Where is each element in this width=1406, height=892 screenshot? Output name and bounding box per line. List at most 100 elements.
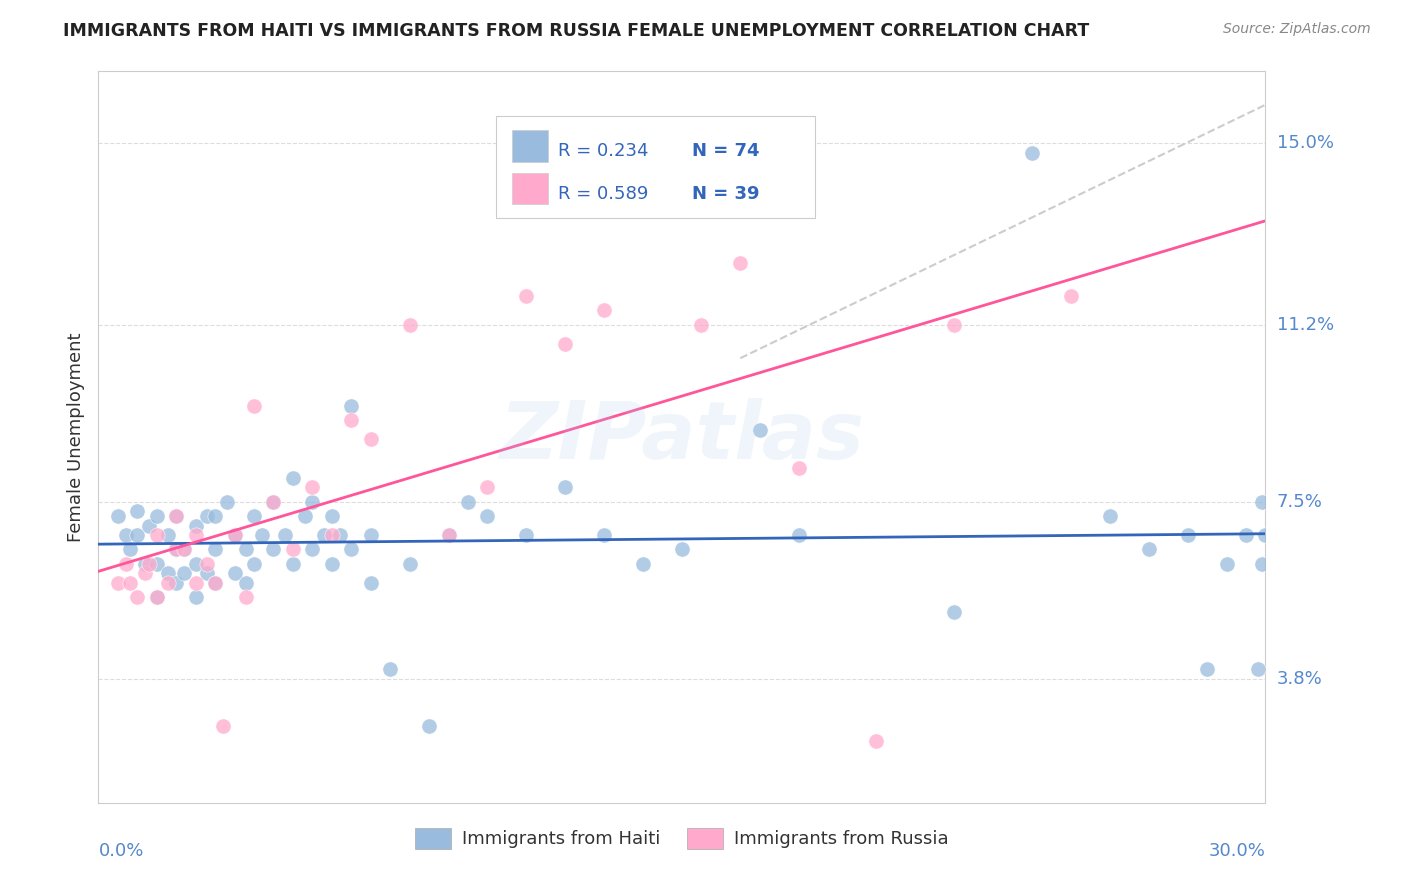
Point	[184, 591, 207, 605]
Point	[118, 575, 141, 590]
Point	[250, 528, 273, 542]
Point	[138, 518, 160, 533]
Point	[418, 719, 440, 733]
Point	[173, 566, 195, 581]
Point	[157, 566, 180, 581]
Point	[312, 528, 335, 542]
Point	[107, 508, 129, 523]
Point	[204, 575, 226, 590]
Point	[184, 518, 207, 533]
Point	[1246, 662, 1268, 676]
Point	[243, 508, 266, 523]
Point	[157, 575, 180, 590]
Point	[360, 575, 382, 590]
Point	[593, 528, 616, 542]
Point	[340, 413, 363, 427]
Point	[165, 508, 187, 523]
Point	[748, 423, 770, 437]
Point	[204, 508, 226, 523]
Point	[107, 575, 129, 590]
Point	[127, 591, 149, 605]
Point	[631, 557, 654, 571]
Text: ZIPatlas: ZIPatlas	[499, 398, 865, 476]
Text: 11.2%: 11.2%	[1277, 316, 1334, 334]
Point	[235, 542, 257, 557]
Point	[301, 480, 323, 494]
Point	[165, 575, 187, 590]
Point	[593, 303, 616, 318]
Point	[329, 528, 352, 542]
Point	[184, 575, 207, 590]
Point	[146, 591, 169, 605]
Point	[477, 480, 499, 494]
Point	[1195, 662, 1218, 676]
Point	[118, 542, 141, 557]
Point	[235, 575, 257, 590]
Point	[515, 289, 537, 303]
Point	[212, 719, 235, 733]
Text: R = 0.234: R = 0.234	[558, 143, 648, 161]
Text: 15.0%: 15.0%	[1277, 134, 1333, 152]
Point	[943, 605, 966, 619]
Point	[224, 528, 246, 542]
Point	[184, 528, 207, 542]
Point	[224, 528, 246, 542]
Point	[114, 557, 136, 571]
Point	[398, 557, 420, 571]
Point	[1021, 145, 1043, 160]
Point	[146, 528, 169, 542]
Point	[360, 433, 382, 447]
Point	[274, 528, 297, 542]
Point	[730, 255, 752, 269]
Point	[262, 542, 284, 557]
Point	[281, 471, 304, 485]
Point	[146, 591, 169, 605]
Point	[184, 557, 207, 571]
Point	[437, 528, 460, 542]
Point	[243, 399, 266, 413]
Point	[1098, 508, 1121, 523]
Legend: Immigrants from Haiti, Immigrants from Russia: Immigrants from Haiti, Immigrants from R…	[408, 821, 956, 856]
Point	[157, 528, 180, 542]
Text: IMMIGRANTS FROM HAITI VS IMMIGRANTS FROM RUSSIA FEMALE UNEMPLOYMENT CORRELATION : IMMIGRANTS FROM HAITI VS IMMIGRANTS FROM…	[63, 22, 1090, 40]
Point	[195, 508, 218, 523]
Point	[1177, 528, 1199, 542]
Point	[146, 557, 169, 571]
Point	[340, 542, 363, 557]
Text: 0.0%: 0.0%	[98, 842, 143, 860]
Point	[631, 145, 654, 160]
Point	[1254, 528, 1277, 542]
Point	[165, 542, 187, 557]
Point	[1060, 289, 1083, 303]
Point	[787, 528, 810, 542]
Point	[515, 528, 537, 542]
Point	[321, 508, 343, 523]
Point	[1250, 557, 1272, 571]
Point	[243, 557, 266, 571]
Point	[1234, 528, 1257, 542]
Point	[554, 480, 576, 494]
Point	[787, 461, 810, 475]
Text: N = 39: N = 39	[692, 186, 759, 203]
Point	[301, 494, 323, 508]
Point	[321, 557, 343, 571]
Point	[215, 494, 238, 508]
Point	[360, 528, 382, 542]
Point	[671, 542, 693, 557]
Point	[165, 542, 187, 557]
Point	[340, 399, 363, 413]
Text: Source: ZipAtlas.com: Source: ZipAtlas.com	[1223, 22, 1371, 37]
Point	[195, 566, 218, 581]
Point	[294, 508, 316, 523]
Point	[224, 566, 246, 581]
Text: 3.8%: 3.8%	[1277, 670, 1322, 688]
Point	[301, 542, 323, 557]
Point	[235, 591, 257, 605]
Point	[262, 494, 284, 508]
Text: 7.5%: 7.5%	[1277, 492, 1323, 510]
Point	[114, 528, 136, 542]
Point	[398, 318, 420, 332]
Point	[457, 494, 479, 508]
Point	[138, 557, 160, 571]
Y-axis label: Female Unemployment: Female Unemployment	[66, 333, 84, 541]
